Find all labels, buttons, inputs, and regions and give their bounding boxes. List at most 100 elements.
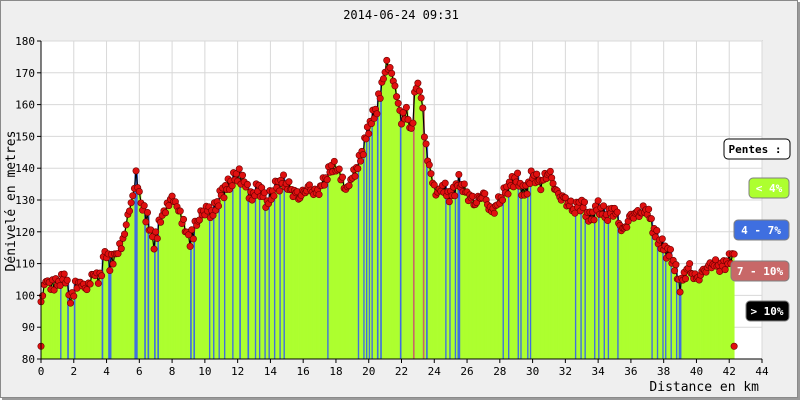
- slope-bar: [614, 208, 617, 359]
- slope-bar: [443, 183, 446, 359]
- slope-bar: [225, 185, 228, 359]
- elevation-point: [351, 172, 359, 180]
- slope-bar: [568, 203, 570, 359]
- slope-bar: [88, 282, 91, 359]
- slope-bar: [546, 174, 549, 359]
- slope-bar: [726, 260, 729, 359]
- elevation-point: [140, 202, 148, 210]
- slope-bar: [386, 60, 389, 360]
- slope-bar: [562, 195, 565, 359]
- slope-bar: [119, 243, 122, 359]
- elevation-point: [165, 202, 173, 210]
- slope-bar: [114, 253, 117, 359]
- elevation-point: [676, 288, 684, 296]
- slope-bar: [704, 270, 707, 359]
- slope-bar: [622, 228, 625, 359]
- slope-bar: [132, 188, 135, 359]
- slope-bar: [374, 109, 376, 360]
- slope-bar: [473, 204, 476, 359]
- slope-bar: [47, 280, 50, 359]
- slope-bar: [536, 174, 539, 359]
- slope-bar: [408, 119, 411, 359]
- slope-bar: [268, 190, 271, 359]
- elevation-point: [667, 245, 675, 253]
- slope-bar: [637, 210, 640, 359]
- slope-bar: [106, 253, 109, 359]
- slope-bar: [96, 272, 99, 359]
- slope-bar: [335, 169, 338, 359]
- slope-legend: Pentes : < 4% 4 - 7% 7 - 10% > 10%: [723, 138, 791, 322]
- slope-bar: [196, 221, 199, 359]
- y-tick-label: 150: [15, 130, 35, 143]
- slope-bar: [621, 228, 624, 359]
- slope-bar: [124, 224, 127, 359]
- slope-bar: [434, 184, 437, 359]
- elevation-point: [60, 270, 68, 278]
- elevation-point: [730, 250, 738, 258]
- elevation-point: [176, 207, 184, 215]
- slope-bar: [411, 123, 414, 359]
- slope-bar: [606, 214, 609, 359]
- slope-bar: [73, 281, 76, 359]
- slope-bar: [390, 67, 393, 359]
- slope-bar: [512, 176, 514, 359]
- elevation-point: [215, 202, 223, 210]
- slope-bar: [355, 167, 357, 359]
- slope-bar: [276, 181, 279, 359]
- slope-bar: [547, 173, 550, 359]
- slope-bar: [570, 201, 573, 359]
- slope-bar: [328, 166, 331, 359]
- slope-bar: [178, 210, 181, 359]
- x-tick-label: 28: [493, 365, 506, 378]
- slope-bar: [378, 93, 381, 359]
- elevation-point: [150, 245, 158, 253]
- slope-bar: [361, 151, 364, 359]
- slope-bar: [352, 169, 355, 359]
- elevation-point: [580, 198, 588, 206]
- elevation-point: [686, 260, 694, 268]
- elevation-point: [721, 266, 729, 274]
- slope-bar: [68, 294, 71, 359]
- slope-bar: [450, 191, 453, 359]
- slope-bar: [64, 273, 66, 359]
- slope-bar: [232, 172, 234, 359]
- slope-bar: [686, 268, 689, 359]
- elevation-point: [672, 261, 680, 269]
- slope-bar: [306, 186, 309, 359]
- elevation-point: [537, 186, 545, 194]
- slope-bar: [559, 197, 562, 359]
- slope-bar: [320, 185, 323, 359]
- slope-bar: [77, 282, 80, 359]
- slope-bar: [475, 202, 478, 359]
- slope-bar: [257, 185, 260, 359]
- slope-bar: [342, 177, 345, 359]
- slope-bar: [574, 202, 577, 359]
- x-tick-label: 6: [136, 365, 143, 378]
- slope-bar: [453, 187, 456, 359]
- elevation-point: [121, 230, 129, 238]
- slope-bar: [228, 178, 230, 359]
- slope-bar: [680, 278, 682, 359]
- slope-bar: [669, 249, 671, 359]
- elevation-point: [109, 260, 117, 268]
- slope-bar: [437, 188, 440, 359]
- slope-bar: [439, 188, 442, 359]
- slope-bar: [279, 180, 282, 359]
- slope-bar: [498, 196, 501, 359]
- elevation-point: [270, 192, 278, 200]
- slope-bar: [404, 107, 407, 359]
- y-tick-label: 170: [15, 67, 35, 80]
- legend-box-4-7: [733, 219, 790, 241]
- elevation-point: [419, 104, 427, 112]
- slope-bar: [599, 207, 602, 359]
- slope-bar: [464, 183, 467, 359]
- slope-bar: [550, 171, 553, 359]
- slope-bar: [357, 155, 360, 359]
- slope-bar: [660, 238, 663, 359]
- slope-bar: [52, 279, 55, 359]
- slope-bar: [483, 192, 486, 359]
- slope-bar: [454, 183, 457, 359]
- slope-bar: [505, 186, 508, 359]
- slope-bar: [188, 234, 191, 359]
- slope-bar: [636, 210, 639, 359]
